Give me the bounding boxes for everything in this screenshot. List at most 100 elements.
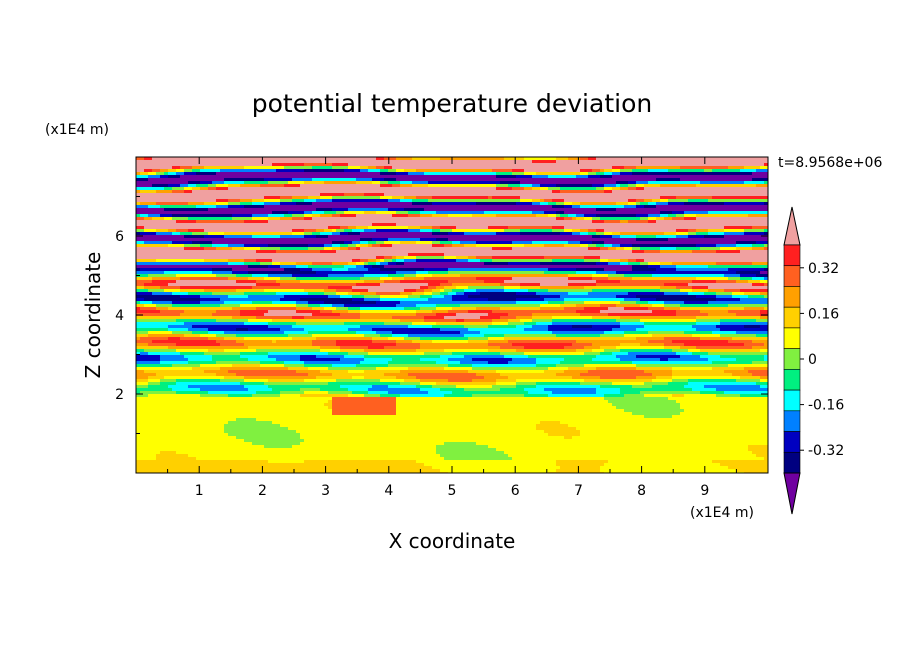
field-cell: [160, 220, 165, 224]
field-cell: [148, 199, 153, 203]
field-cell: [484, 241, 489, 245]
field-cell: [764, 193, 769, 197]
field-cell: [512, 166, 517, 170]
field-cell: [400, 172, 405, 176]
field-cell: [292, 205, 297, 209]
field-cell: [388, 199, 393, 203]
field-cell: [708, 238, 713, 242]
field-cell: [464, 220, 469, 224]
field-cell: [288, 211, 293, 215]
field-cell: [640, 181, 645, 185]
field-cell: [676, 205, 681, 209]
field-cell: [540, 235, 545, 239]
field-cell: [324, 196, 329, 200]
field-cell: [640, 187, 645, 191]
field-cell: [352, 157, 357, 161]
field-cell: [408, 205, 413, 209]
field-cell: [720, 169, 725, 173]
field-cell: [628, 220, 633, 224]
field-cell: [632, 202, 637, 206]
field-cell: [420, 235, 425, 239]
field-cell: [308, 247, 313, 251]
field-cell: [500, 220, 505, 224]
field-cell: [580, 193, 585, 197]
field-cell: [660, 187, 665, 191]
field-cell: [736, 217, 741, 221]
field-cell: [548, 211, 553, 215]
field-cell: [236, 196, 241, 200]
field-cell: [696, 208, 701, 212]
field-cell: [596, 208, 601, 212]
field-cell: [268, 166, 273, 170]
field-cell: [556, 175, 561, 179]
field-cell: [704, 217, 709, 221]
field-cell: [184, 160, 189, 164]
field-cell: [720, 205, 725, 209]
field-cell: [192, 226, 197, 230]
field-cell: [648, 184, 653, 188]
field-cell: [208, 211, 213, 215]
field-cell: [452, 175, 457, 179]
field-cell: [220, 244, 225, 248]
field-cell: [744, 232, 749, 236]
field-cell: [680, 196, 685, 200]
field-cell: [764, 214, 769, 218]
field-cell: [328, 190, 333, 194]
field-cell: [472, 202, 477, 206]
field-cell: [200, 247, 205, 251]
field-cell: [364, 235, 369, 239]
field-cell: [728, 247, 733, 251]
field-cell: [460, 247, 465, 251]
field-cell: [648, 193, 653, 197]
field-cell: [176, 244, 181, 248]
field-cell: [280, 241, 285, 245]
field-cell: [384, 235, 389, 239]
field-cell: [720, 160, 725, 164]
field-cell: [160, 223, 165, 227]
field-cell: [660, 247, 665, 251]
field-cell: [268, 232, 273, 236]
field-cell: [728, 241, 733, 245]
field-cell: [564, 190, 569, 194]
field-cell: [160, 229, 165, 233]
field-cell: [656, 190, 661, 194]
field-cell: [404, 190, 409, 194]
field-cell: [280, 247, 285, 251]
field-cell: [380, 175, 385, 179]
field-cell: [696, 199, 701, 203]
field-cell: [304, 211, 309, 215]
field-cell: [648, 205, 653, 209]
field-cell: [644, 214, 649, 218]
field-cell: [732, 235, 737, 239]
field-cell: [740, 175, 745, 179]
field-cell: [180, 193, 185, 197]
field-cell: [456, 163, 461, 167]
field-cell: [520, 205, 525, 209]
field-cell: [552, 247, 557, 251]
field-cell: [696, 235, 701, 239]
field-cell: [296, 211, 301, 215]
field-cell: [404, 163, 409, 167]
field-cell: [520, 178, 525, 182]
field-cell: [552, 211, 557, 215]
field-cell: [276, 244, 281, 248]
field-cell: [632, 214, 637, 218]
field-cell: [388, 220, 393, 224]
field-cell: [160, 181, 165, 185]
field-cell: [536, 211, 541, 215]
field-cell: [528, 172, 533, 176]
field-cell: [720, 196, 725, 200]
field-cell: [364, 196, 369, 200]
field-cell: [548, 244, 553, 248]
field-cell: [548, 193, 553, 197]
field-cell: [584, 187, 589, 191]
field-cell: [436, 244, 441, 248]
field-cell: [288, 250, 293, 254]
field-cell: [300, 211, 305, 215]
field-cell: [588, 229, 593, 233]
field-cell: [568, 220, 573, 224]
field-cell: [748, 232, 753, 236]
field-cell: [412, 220, 417, 224]
field-cell: [196, 175, 201, 179]
field-cell: [716, 217, 721, 221]
